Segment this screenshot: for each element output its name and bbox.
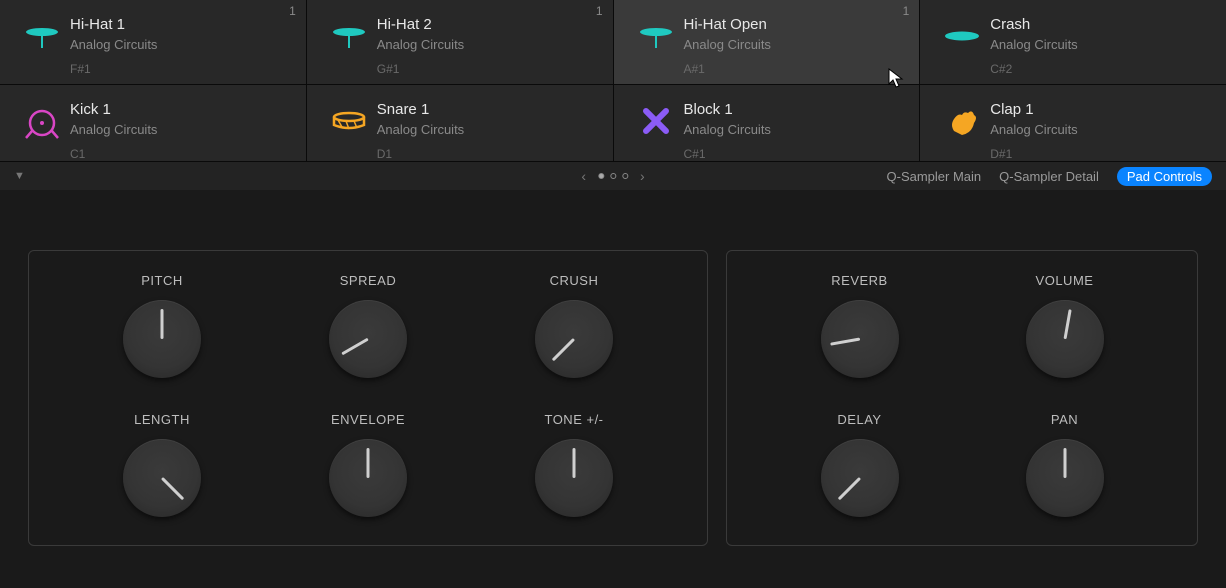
pad-title: Hi-Hat Open bbox=[684, 16, 906, 33]
pad-note: D#1 bbox=[990, 147, 1212, 161]
knob-length: LENGTH bbox=[59, 412, 265, 517]
pad-subtitle: Analog Circuits bbox=[990, 37, 1212, 52]
pager-dot[interactable] bbox=[598, 173, 604, 179]
pad-text: Kick 1 Analog Circuits C1 bbox=[70, 95, 292, 161]
pad-grid: Hi-Hat 1 Analog Circuits F#1 1 Hi-Hat 2 … bbox=[0, 0, 1226, 162]
pad-title: Crash bbox=[990, 16, 1212, 33]
knob-tone-: TONE +/- bbox=[471, 412, 677, 517]
pad-title: Clap 1 bbox=[990, 101, 1212, 118]
knob-label: PITCH bbox=[141, 273, 183, 288]
pad-title: Hi-Hat 1 bbox=[70, 16, 292, 33]
hihat-icon bbox=[628, 10, 684, 56]
tab-pad-controls[interactable]: Pad Controls bbox=[1117, 167, 1212, 186]
knob-pan: PAN bbox=[962, 412, 1167, 517]
pad-text: Hi-Hat 2 Analog Circuits G#1 bbox=[377, 10, 599, 76]
knob-spread: SPREAD bbox=[265, 273, 471, 378]
pad-badge: 1 bbox=[903, 4, 910, 18]
knob-dial[interactable] bbox=[329, 439, 407, 517]
pager-dot[interactable] bbox=[610, 173, 616, 179]
pad-note: A#1 bbox=[684, 62, 906, 76]
knob-crush: CRUSH bbox=[471, 273, 677, 378]
snare-icon bbox=[321, 95, 377, 141]
pad-text: Snare 1 Analog Circuits D1 bbox=[377, 95, 599, 161]
knob-reverb: REVERB bbox=[757, 273, 962, 378]
pad-title: Block 1 bbox=[684, 101, 906, 118]
pager-dot[interactable] bbox=[622, 173, 628, 179]
cymbal-icon bbox=[934, 10, 990, 56]
pad-badge: 1 bbox=[596, 4, 603, 18]
pad-title: Snare 1 bbox=[377, 101, 599, 118]
pad-snare-1[interactable]: Snare 1 Analog Circuits D1 bbox=[307, 85, 613, 161]
pad-text: Hi-Hat 1 Analog Circuits F#1 bbox=[70, 10, 292, 76]
pad-subtitle: Analog Circuits bbox=[70, 122, 292, 137]
knob-label: LENGTH bbox=[134, 412, 190, 427]
tab-q-sampler-detail[interactable]: Q-Sampler Detail bbox=[999, 169, 1099, 184]
knob-label: CRUSH bbox=[550, 273, 599, 288]
pad-subtitle: Analog Circuits bbox=[684, 122, 906, 137]
pad-subtitle: Analog Circuits bbox=[990, 122, 1212, 137]
knob-dial[interactable] bbox=[535, 439, 613, 517]
kick-icon bbox=[14, 95, 70, 141]
pad-hi-hat-open[interactable]: Hi-Hat Open Analog Circuits A#1 1 bbox=[614, 0, 920, 84]
pad-subtitle: Analog Circuits bbox=[377, 122, 599, 137]
pad-hi-hat-2[interactable]: Hi-Hat 2 Analog Circuits G#1 1 bbox=[307, 0, 613, 84]
pad-note: C#2 bbox=[990, 62, 1212, 76]
knob-envelope: ENVELOPE bbox=[265, 412, 471, 517]
pad-text: Clap 1 Analog Circuits D#1 bbox=[990, 95, 1212, 161]
pad-text: Block 1 Analog Circuits C#1 bbox=[684, 95, 906, 161]
knob-label: ENVELOPE bbox=[331, 412, 405, 427]
knob-volume: VOLUME bbox=[962, 273, 1167, 378]
disclosure-triangle-icon[interactable]: ▼ bbox=[14, 170, 25, 182]
knob-dial[interactable] bbox=[123, 300, 201, 378]
knob-label: REVERB bbox=[831, 273, 887, 288]
sound-panel: PITCH SPREAD CRUSH LENGTH ENVELOPE TONE … bbox=[28, 250, 708, 546]
prev-page-icon[interactable]: ‹ bbox=[581, 168, 586, 184]
block-icon bbox=[628, 95, 684, 141]
knob-dial[interactable] bbox=[821, 300, 899, 378]
knob-label: DELAY bbox=[837, 412, 881, 427]
pad-text: Hi-Hat Open Analog Circuits A#1 bbox=[684, 10, 906, 76]
pad-subtitle: Analog Circuits bbox=[377, 37, 599, 52]
pager: ‹ › bbox=[581, 168, 644, 184]
mix-panel: REVERB VOLUME DELAY PAN bbox=[726, 250, 1198, 546]
knob-delay: DELAY bbox=[757, 412, 962, 517]
pad-title: Hi-Hat 2 bbox=[377, 16, 599, 33]
pad-title: Kick 1 bbox=[70, 101, 292, 118]
pad-hi-hat-1[interactable]: Hi-Hat 1 Analog Circuits F#1 1 bbox=[0, 0, 306, 84]
hihat-icon bbox=[321, 10, 377, 56]
knob-label: SPREAD bbox=[340, 273, 396, 288]
pad-note: C1 bbox=[70, 147, 292, 161]
pad-badge: 1 bbox=[289, 4, 296, 18]
view-tabs: Q-Sampler Main Q-Sampler Detail Pad Contro… bbox=[887, 167, 1213, 186]
pad-note: F#1 bbox=[70, 62, 292, 76]
knob-dial[interactable] bbox=[535, 300, 613, 378]
knob-dial[interactable] bbox=[1026, 439, 1104, 517]
knob-dial[interactable] bbox=[123, 439, 201, 517]
knob-label: PAN bbox=[1051, 412, 1078, 427]
knob-dial[interactable] bbox=[329, 300, 407, 378]
hihat-icon bbox=[14, 10, 70, 56]
knob-label: VOLUME bbox=[1036, 273, 1094, 288]
knob-dial[interactable] bbox=[1026, 300, 1104, 378]
pad-subtitle: Analog Circuits bbox=[70, 37, 292, 52]
pad-note: C#1 bbox=[684, 147, 906, 161]
tab-q-sampler-main[interactable]: Q-Sampler Main bbox=[887, 169, 982, 184]
pager-dots bbox=[598, 173, 628, 179]
pad-clap-1[interactable]: Clap 1 Analog Circuits D#1 bbox=[920, 85, 1226, 161]
controls-area: PITCH SPREAD CRUSH LENGTH ENVELOPE TONE … bbox=[0, 190, 1226, 570]
pad-subtitle: Analog Circuits bbox=[684, 37, 906, 52]
toolbar: ▼ ‹ › Q-Sampler Main Q-Sampler Detail Pad … bbox=[0, 162, 1226, 190]
knob-pitch: PITCH bbox=[59, 273, 265, 378]
pad-kick-1[interactable]: Kick 1 Analog Circuits C1 bbox=[0, 85, 306, 161]
pad-crash[interactable]: Crash Analog Circuits C#2 bbox=[920, 0, 1226, 84]
clap-icon bbox=[934, 95, 990, 141]
pad-note: G#1 bbox=[377, 62, 599, 76]
next-page-icon[interactable]: › bbox=[640, 168, 645, 184]
pad-block-1[interactable]: Block 1 Analog Circuits C#1 bbox=[614, 85, 920, 161]
pad-note: D1 bbox=[377, 147, 599, 161]
knob-dial[interactable] bbox=[821, 439, 899, 517]
knob-label: TONE +/- bbox=[544, 412, 603, 427]
pad-text: Crash Analog Circuits C#2 bbox=[990, 10, 1212, 76]
